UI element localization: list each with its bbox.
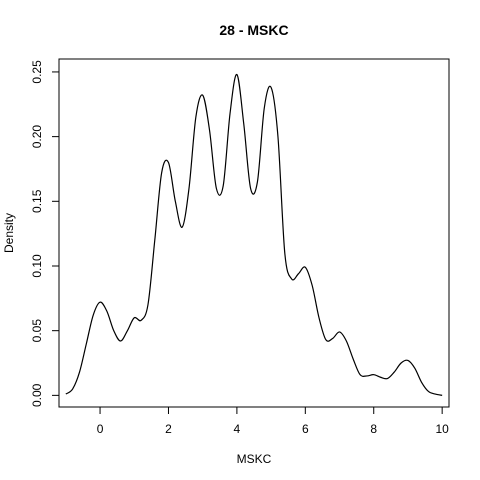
plot-area-border	[58, 58, 450, 408]
x-tick-label: 0	[97, 422, 104, 436]
x-tick-label: 10	[435, 422, 449, 436]
x-tick-label: 4	[234, 422, 241, 436]
y-tick-label: 0.10	[30, 254, 44, 278]
y-axis-label: Density	[2, 213, 16, 253]
y-tick-label: 0.15	[30, 189, 44, 213]
density-curve	[65, 73, 443, 396]
x-axis: 0 2 4 6 8 10	[97, 406, 449, 436]
y-tick-label: 0.20	[30, 125, 44, 149]
y-tick-label: 0.00	[30, 383, 44, 407]
y-tick-label: 0.05	[30, 319, 44, 343]
x-tick-label: 6	[302, 422, 309, 436]
y-axis: 0.00 0.05 0.10 0.15 0.20 0.25	[30, 60, 60, 407]
x-tick-label: 2	[165, 422, 172, 436]
x-tick-label: 8	[370, 422, 377, 436]
chart-title: 28 - MSKC	[219, 22, 288, 38]
y-tick-label: 0.25	[30, 60, 44, 84]
x-axis-label: MSKC	[237, 452, 272, 466]
